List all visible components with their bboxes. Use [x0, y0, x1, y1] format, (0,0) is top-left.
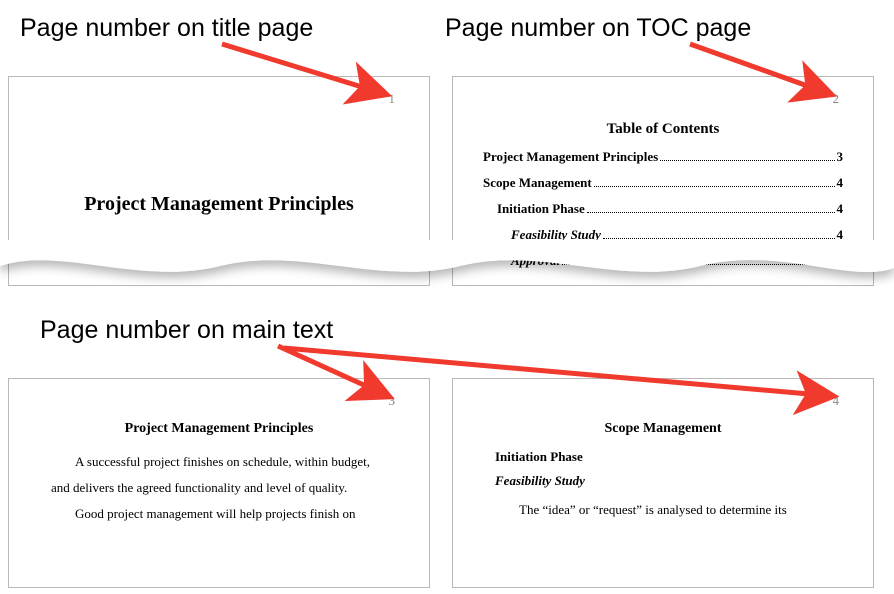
toc-title: Table of Contents	[453, 121, 873, 138]
toc-entry-page: 4	[837, 227, 844, 243]
toc-entry-leader	[587, 212, 835, 213]
toc-entry-label: Feasibility Study	[511, 227, 601, 243]
toc-entry-page: 3	[837, 149, 844, 165]
toc-entry: Feasibility Study 4	[483, 227, 843, 243]
toc-entry-page: 4	[837, 201, 844, 217]
toc-entry: Approval 6	[483, 253, 843, 269]
page-number-4: 4	[833, 393, 840, 409]
page-number-1: 1	[389, 91, 396, 107]
page4-sub1: Initiation Phase	[495, 449, 831, 465]
toc-entry: Scope Management 4	[483, 175, 843, 191]
page4-para1: The “idea” or “request” is analysed to d…	[495, 497, 831, 523]
toc-entry-leader	[603, 238, 835, 239]
page-number-3: 3	[389, 393, 396, 409]
page-toc: 2 Table of Contents Project Management P…	[452, 76, 874, 286]
toc-entry: Project Management Principles 3	[483, 149, 843, 165]
page3-heading: Project Management Principles	[9, 421, 429, 437]
toc-entry-label: Approval	[511, 253, 560, 269]
toc-entry-page: 4	[837, 175, 844, 191]
toc-entry-page: 6	[837, 253, 844, 269]
toc-entry-leader	[562, 264, 834, 265]
annotation-main-text: Page number on main text	[40, 316, 333, 345]
toc-list: Project Management Principles 3 Scope Man…	[483, 149, 843, 279]
page3-para3: Good project management will help projec…	[51, 501, 387, 527]
toc-entry-label: Initiation Phase	[497, 201, 585, 217]
page-number-2: 2	[833, 91, 840, 107]
page-title: 1 Project Management Principles	[8, 76, 430, 286]
title-heading: Project Management Principles	[9, 193, 429, 216]
toc-entry-label: Project Management Principles	[483, 149, 658, 165]
page3-para1: A successful project finishes on schedul…	[51, 449, 387, 475]
annotation-title-page: Page number on title page	[20, 14, 313, 43]
page-3: 3 Project Management Principles A succes…	[8, 378, 430, 588]
page3-para2: and delivers the agreed functionality an…	[51, 475, 387, 501]
toc-entry-leader	[660, 160, 834, 161]
page-4: 4 Scope Management Initiation Phase Feas…	[452, 378, 874, 588]
annotation-toc-page: Page number on TOC page	[445, 14, 751, 43]
toc-entry: Initiation Phase 4	[483, 201, 843, 217]
toc-entry-leader	[594, 186, 835, 187]
page4-sub2: Feasibility Study	[495, 473, 831, 489]
toc-entry-label: Scope Management	[483, 175, 592, 191]
page4-heading: Scope Management	[453, 421, 873, 437]
